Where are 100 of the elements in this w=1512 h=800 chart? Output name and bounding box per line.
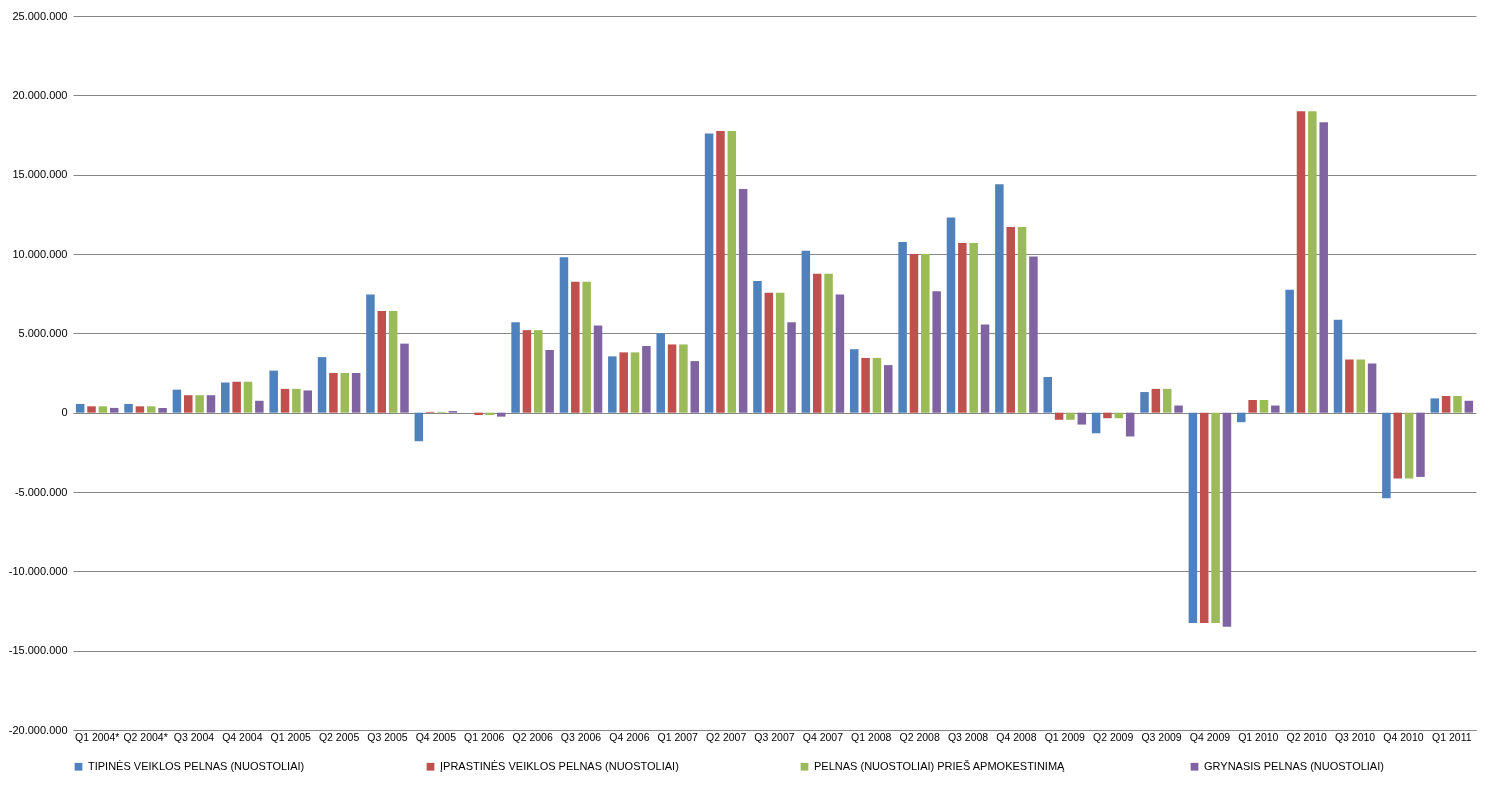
x-tick-label: Q2 2005 [318, 730, 360, 743]
bar [1151, 388, 1161, 413]
bar [946, 217, 956, 413]
bar [1066, 412, 1075, 420]
y-tick-label: -15.000.000 [8, 644, 68, 657]
bar [932, 291, 941, 413]
bar [1162, 388, 1172, 413]
x-tick-label: Q2 2010 [1286, 730, 1327, 743]
bar [775, 292, 785, 413]
bar [135, 406, 145, 413]
bar [764, 292, 774, 413]
x-tick-label: Q4 2004 [222, 730, 263, 743]
bar [1416, 412, 1425, 477]
bar [98, 406, 108, 413]
bar [195, 395, 204, 413]
bar [1453, 396, 1462, 413]
bar [1017, 227, 1027, 413]
bar [351, 373, 361, 413]
bar [255, 400, 264, 413]
bar [738, 188, 748, 413]
y-tick-label: 20.000.000 [12, 88, 68, 101]
x-tick-label: Q4 2008 [996, 730, 1037, 743]
bar [340, 373, 350, 413]
legend-label: ĮPRASTINĖS VEIKLOS PELNAS (NUOSTOLIAI) [440, 759, 679, 772]
bar [243, 381, 253, 413]
x-tick-label: Q3 2010 [1334, 730, 1376, 743]
bar [824, 273, 833, 413]
bar [1296, 111, 1306, 413]
bar [1140, 392, 1149, 413]
bar [835, 294, 845, 413]
x-tick-label: Q4 2005 [415, 730, 457, 743]
bar [1199, 412, 1209, 623]
bar [619, 352, 628, 413]
bar [388, 311, 398, 413]
bar [921, 254, 930, 413]
bar [1029, 256, 1038, 413]
bar [1367, 363, 1377, 413]
bar [184, 395, 193, 413]
bar [1259, 399, 1269, 413]
bar [727, 131, 737, 413]
bar [1125, 412, 1135, 437]
bar [124, 403, 133, 413]
y-tick-label: -5.000.000 [14, 485, 68, 498]
x-tick-label: Q1 2009 [1044, 730, 1086, 743]
bar [377, 311, 387, 413]
bar [1464, 400, 1474, 413]
x-tick-label: Q1 2004* [75, 730, 120, 743]
x-tick-label: Q1 2008 [851, 730, 892, 743]
bar [329, 373, 338, 413]
x-tick-label: Q2 2004* [123, 730, 168, 743]
bar [1430, 398, 1440, 413]
bar [1211, 412, 1220, 623]
bar [232, 381, 241, 413]
legend-label: PELNAS (NUOSTOLIAI) PRIEŠ APMOKESTINIMĄ [814, 759, 1066, 772]
bar [146, 406, 156, 413]
bar [1054, 412, 1064, 420]
y-tick-label: 10.000.000 [12, 247, 68, 260]
bar [221, 382, 230, 413]
x-tick-label: Q4 2010 [1383, 730, 1424, 743]
bar [909, 254, 919, 413]
bar [753, 280, 762, 413]
bar [690, 361, 700, 413]
bar [801, 250, 811, 413]
bar [1091, 412, 1101, 434]
bar [995, 184, 1004, 413]
bar [474, 412, 483, 416]
bar [414, 412, 424, 442]
bar [522, 330, 532, 413]
y-tick-label: 25.000.000 [12, 9, 68, 22]
x-tick-label: Q3 2006 [560, 730, 602, 743]
bar [158, 407, 167, 413]
bar [812, 273, 822, 413]
bar [366, 294, 375, 413]
bar [269, 370, 278, 413]
bar [787, 322, 796, 413]
bar [534, 330, 543, 413]
bar [303, 390, 312, 413]
x-tick-label: Q4 2007 [802, 730, 844, 743]
y-tick-label: -10.000.000 [8, 564, 68, 577]
bar [872, 357, 882, 413]
bar [1382, 412, 1391, 499]
bar [593, 325, 603, 413]
x-tick-label: Q1 2011 [1432, 730, 1472, 743]
x-tick-label: Q2 2009 [1093, 730, 1134, 743]
x-tick-label: Q3 2008 [947, 730, 989, 743]
bar [75, 403, 85, 413]
bar [861, 357, 870, 413]
x-tick-label: Q1 2007 [657, 730, 699, 743]
bar [642, 346, 651, 413]
x-tick-label: Q1 2005 [270, 730, 311, 743]
x-tick-label: Q4 2006 [609, 730, 650, 743]
x-tick-label: Q2 2007 [705, 730, 747, 743]
bar [400, 343, 409, 413]
bar [630, 352, 640, 413]
bar [958, 242, 967, 413]
bar [969, 242, 978, 413]
bar [1285, 289, 1294, 413]
bar [1222, 412, 1232, 627]
bar [511, 322, 520, 413]
x-tick-label: Q3 2009 [1141, 730, 1182, 743]
